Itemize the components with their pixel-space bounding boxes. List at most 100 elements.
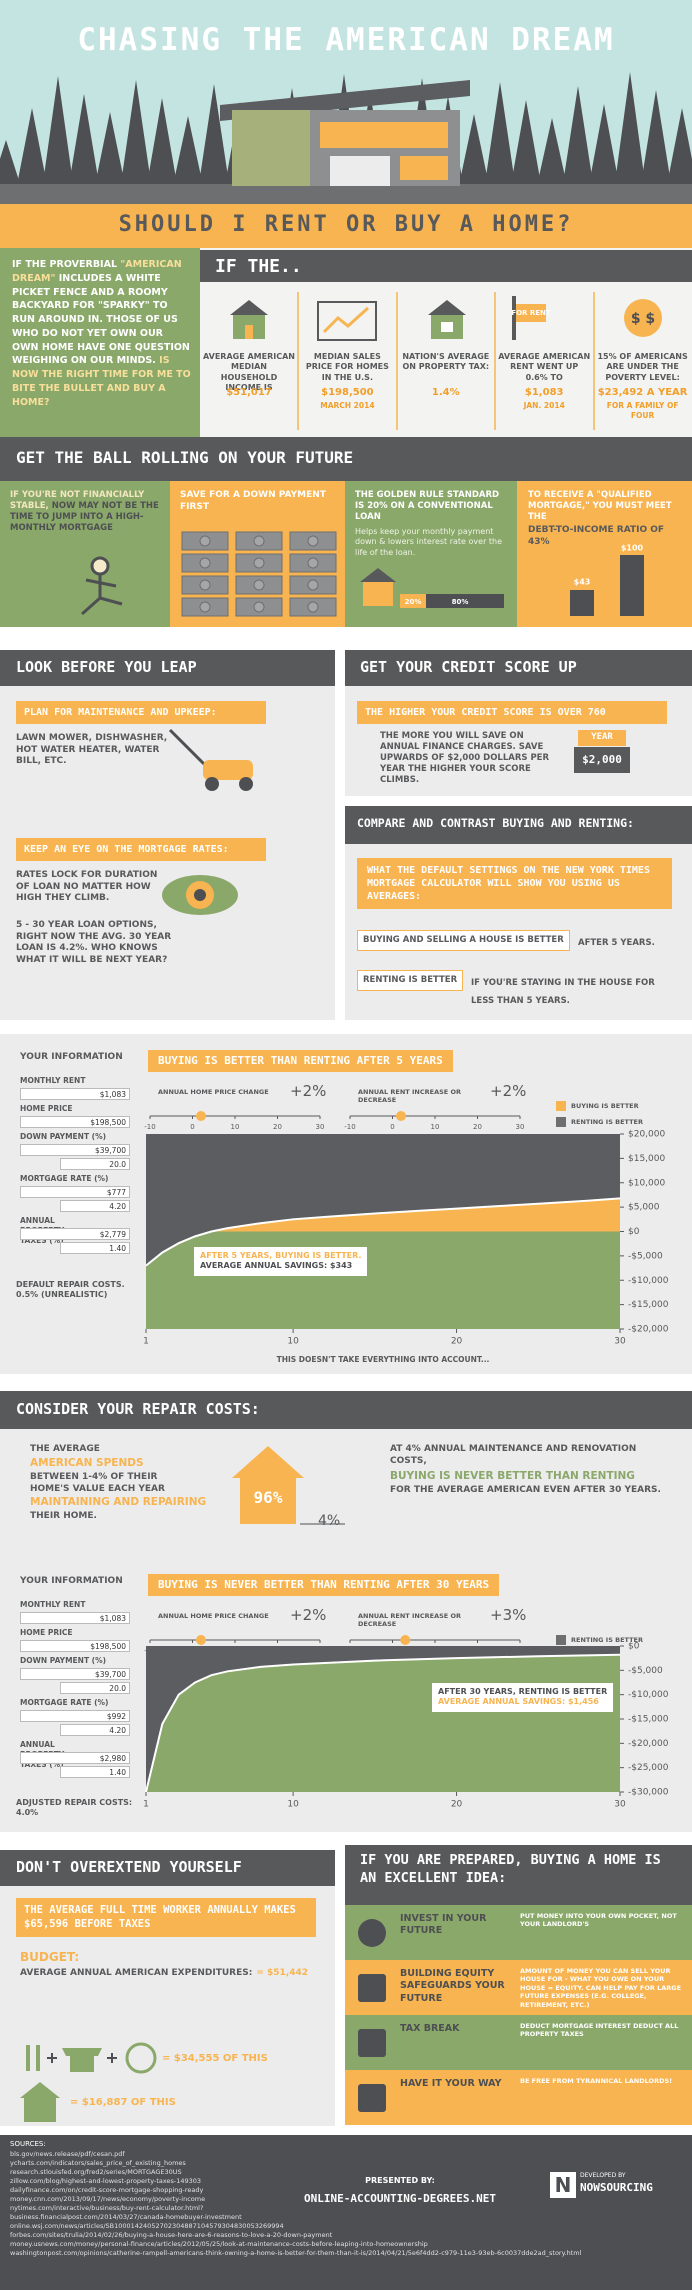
slider-knob — [196, 1111, 206, 1121]
y-tick-label: -$25,000 — [628, 1763, 669, 1773]
source: dailyfinance.com/on/credit-score-mortgag… — [10, 2186, 204, 2194]
input-box: $1,083 — [20, 1088, 130, 1100]
inputs-title: YOUR INFORMATION — [20, 1576, 123, 1586]
stat-note: JAN. 2014 — [523, 401, 565, 410]
intro-text: IF THE PROVERBIAL "AMERICAN DREAM" INCLU… — [12, 258, 192, 409]
bill-seal — [199, 579, 211, 591]
stat-value: $198,500 — [321, 387, 374, 398]
tree — [16, 108, 48, 190]
row-icon — [358, 2029, 386, 2057]
repair-text: THEIR HOME. — [30, 1511, 97, 1521]
line — [145, 1653, 621, 1793]
input-box: $992 — [20, 1710, 130, 1722]
orange-label: THE AVERAGE FULL TIME WORKER ANNUALLY MA… — [16, 1898, 316, 1938]
text-part: IF YOU'RE NOT FINANCIALLY STABLE, — [10, 490, 145, 512]
body-text: THE MORE YOU WILL SAVE ON ANNUAL FINANCE… — [380, 731, 550, 786]
bill-seal — [199, 557, 211, 569]
bill-seal — [199, 601, 211, 613]
input-box: $777 — [20, 1186, 130, 1198]
tree — [94, 112, 126, 190]
slider-knob — [196, 1635, 206, 1645]
section-title: GET YOUR CREDIT SCORE UP — [360, 658, 577, 676]
input-box: 4.20 — [60, 1200, 130, 1212]
input-label: DOWN PAYMENT (%) — [20, 1656, 107, 1665]
x-tick-label: 10 — [287, 1337, 299, 1347]
text-part: IS NOW THE RIGHT TIME FOR ME TO BITE THE… — [12, 355, 191, 408]
y-tick-label: -$10,000 — [628, 1690, 669, 1700]
source: bls.gov/news.release/pdf/cesan.pdf — [10, 2150, 125, 2158]
house-label: 96% — [253, 1488, 283, 1507]
presented-by: PRESENTED BY: — [365, 2176, 435, 2185]
row-title: INVEST IN YOUR FUTURE — [400, 1913, 487, 1937]
stat-label: NATION'S AVERAGE ON PROPERTY TAX: — [402, 352, 490, 372]
section-title: IF YOU ARE PREPARED, BUYING A HOME IS AN… — [360, 1852, 661, 1886]
x-tick-label: 20 — [451, 1337, 463, 1347]
area — [146, 1654, 620, 1792]
text-part: NOW MAY NOT BE THE TIME TO JUMP INTO A H… — [10, 501, 159, 534]
stat-value: 1.4% — [431, 387, 460, 398]
y-tick-label: -$10,000 — [628, 1276, 669, 1286]
orange-label: THE HIGHER YOUR CREDIT SCORE IS OVER 760 — [357, 701, 667, 724]
sources-title: SOURCES: — [10, 2140, 46, 2148]
bar-label: 20% — [405, 598, 422, 606]
row-text: PUT MONEY INTO YOUR OWN POCKET, NOT YOUR… — [520, 1912, 677, 1929]
y-tick-label: $5,000 — [628, 1203, 660, 1213]
annotation-line: AFTER 30 YEARS, RENTING IS BETTER — [438, 1687, 608, 1696]
bill-seal — [253, 535, 265, 547]
y-tick-label: -$5,000 — [628, 1666, 663, 1676]
body-text: LAWN MOWER, DISHWASHER, HOT WATER HEATER… — [16, 733, 168, 767]
bill-seal — [307, 601, 319, 613]
repair-text: BUYING IS NEVER BETTER THAN RENTING — [390, 1470, 635, 1482]
bill-seal — [253, 579, 265, 591]
input-label: MORTGAGE RATE (%) — [20, 1698, 109, 1707]
y-tick-label: -$5,000 — [628, 1251, 663, 1261]
source: business.financialpost.com/2014/03/27/ca… — [10, 2213, 242, 2221]
runner-icon — [81, 556, 123, 616]
row-background — [345, 1905, 692, 1960]
slider-tick-label: 30 — [516, 1123, 525, 1131]
body-text: RATES LOCK FOR DURATION OF LOAN NO MATTE… — [16, 870, 158, 904]
tree — [562, 86, 594, 190]
bill-seal — [307, 557, 319, 569]
tree — [68, 94, 100, 190]
section-title: LOOK BEFORE YOU LEAP — [16, 658, 197, 676]
orange-label: KEEP AN EYE ON THE MORTGAGE RATES: — [16, 838, 266, 861]
input-box: 1.40 — [60, 1242, 130, 1254]
repair-note: ADJUSTED REPAIR COSTS: 4.0% — [16, 1798, 133, 1818]
stat-value: $23,492 A YEAR — [597, 387, 688, 398]
input-box: 4.20 — [60, 1724, 130, 1736]
orange-label: WHAT THE DEFAULT SETTINGS ON THE NEW YOR… — [357, 858, 672, 909]
bill-seal — [307, 579, 319, 591]
repair-text: FOR THE AVERAGE AMERICAN EVEN AFTER 30 Y… — [390, 1485, 661, 1495]
y-tick-label: -$20,000 — [628, 1739, 669, 1749]
row-background — [345, 1960, 692, 2015]
row-text: BE FREE FROM TYRANNICAL LANDLORDS! — [520, 2077, 673, 2085]
slider-tick-label: 20 — [473, 1123, 482, 1131]
input-box: $2,980 — [20, 1752, 130, 1764]
input-box: 20.0 — [60, 1158, 130, 1170]
text-part: "AMERICAN DREAM" — [12, 259, 182, 284]
badge-tab: YEAR — [578, 730, 626, 746]
slider-tick-label: 10 — [431, 1123, 440, 1131]
source: forbes.com/sites/trulia/2014/02/26/buyin… — [10, 2231, 333, 2239]
text-part: INCLUDES A WHITE PICKET FENCE AND A ROOM… — [12, 272, 190, 367]
tree — [614, 72, 646, 190]
loan-icon — [360, 568, 504, 608]
repair-text: AT 4% ANNUAL MAINTENANCE AND RENOVATION … — [390, 1444, 637, 1466]
slider-tick-label: 0 — [190, 1123, 194, 1131]
slider-label: ANNUAL RENT INCREASE OR DECREASE — [358, 1612, 462, 1629]
source: nytimes.com/interactive/business/buy-ren… — [10, 2204, 204, 2212]
budget-value: = $16,887 OF THIS — [70, 2097, 176, 2108]
budget: BUDGET: — [20, 1950, 80, 1964]
annotation-line: AVERAGE ANNUAL SAVINGS: $1,456 — [438, 1697, 599, 1707]
icon-label: FOR RENT — [511, 309, 551, 317]
text-part: IF THE PROVERBIAL — [12, 259, 121, 270]
y-tick-label: $10,000 — [628, 1178, 665, 1188]
slider-tick-label: -10 — [344, 1123, 355, 1131]
input-box: $39,700 — [20, 1668, 130, 1680]
source: online.wsj.com/news/articles/SB100014240… — [10, 2222, 284, 2230]
mower-icon — [168, 728, 253, 791]
stat-label: MEDIAN SALES PRICE FOR HOMES IN THE U.S. — [305, 352, 389, 382]
annotation-line: AFTER 5 YEARS, BUYING IS BETTER. — [200, 1251, 362, 1260]
